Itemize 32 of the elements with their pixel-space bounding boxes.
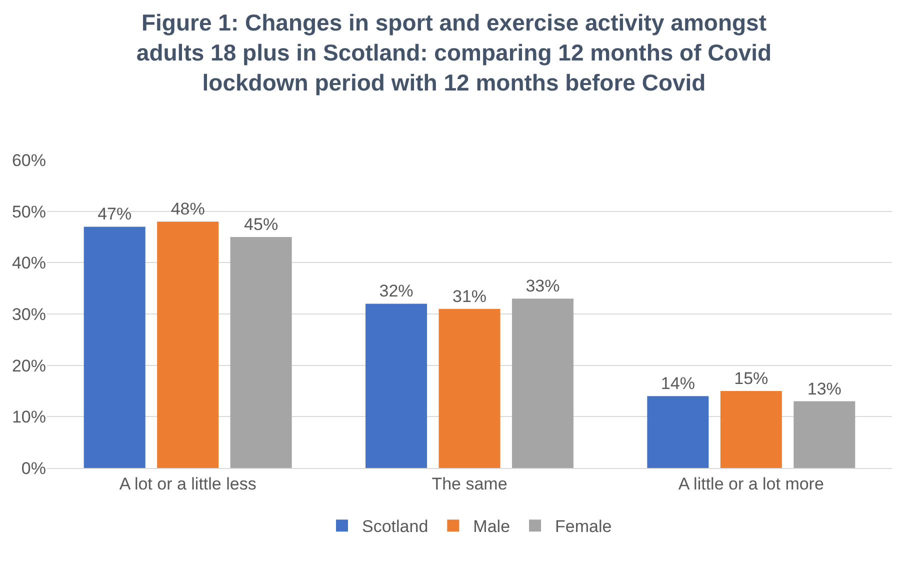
bar [512,298,574,468]
data-label: 47% [98,204,132,224]
y-tick-label: 60% [12,150,46,170]
y-tick-label: 30% [12,304,46,324]
y-tick-label: 20% [12,356,46,376]
bar [157,222,219,468]
data-label: 15% [734,369,768,388]
bar [230,237,292,468]
y-tick-label: 10% [12,408,46,427]
legend-label: Male [473,517,510,536]
bar [84,226,146,468]
y-tick-label: 40% [12,254,46,273]
data-label: 31% [452,286,487,306]
y-tick-label: 0% [21,458,46,478]
bar [720,391,782,468]
data-label: 32% [379,282,414,301]
legend-label: Female [555,517,612,536]
data-label: 48% [170,200,205,219]
legend-label: Scotland [362,517,428,536]
bar [794,401,856,468]
data-label: 45% [244,215,278,234]
chart-title: Figure 1: Changes in sport and exercise activity amongst adults 18 plus in Scotland: comparing 12 months of Covid lockdown period with 12 months before Covid [136,10,772,96]
data-label: 33% [526,276,560,296]
bar [366,304,428,468]
data-label: 13% [807,379,842,398]
x-tick-label: A little or a lot more [678,474,824,494]
x-tick-label: A lot or a little less [119,474,256,494]
bar [438,308,500,468]
y-tick-label: 50% [12,202,46,222]
x-tick-label: The same [432,474,508,494]
data-label: 14% [660,374,695,394]
bar [647,396,709,468]
